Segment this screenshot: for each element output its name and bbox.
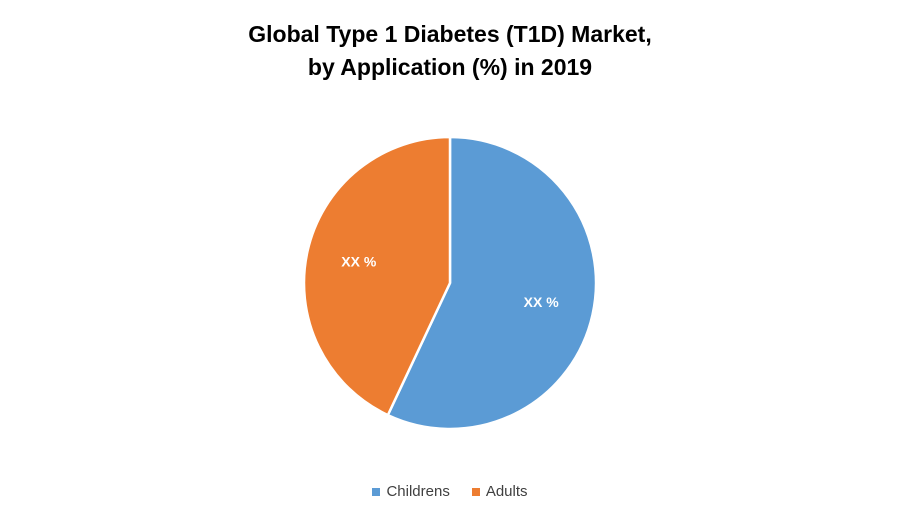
chart-title: Global Type 1 Diabetes (T1D) Market, by … — [0, 18, 900, 84]
legend-item-childrens: Childrens — [372, 483, 450, 500]
data-label-childrens: XX % — [524, 294, 560, 310]
legend-swatch-adults — [471, 487, 480, 496]
data-label-adults: XX % — [341, 253, 377, 269]
chart-title-line-2: by Application (%) in 2019 — [307, 54, 593, 80]
legend-label-adults: Adults — [485, 483, 528, 500]
legend: Childrens Adults — [0, 483, 900, 500]
pie-slice-childrens — [386, 135, 598, 431]
pie-slice-adults — [302, 135, 452, 417]
chart-title-line-1: Global Type 1 Diabetes (T1D) Market, — [248, 21, 652, 47]
legend-label-childrens: Childrens — [386, 483, 450, 500]
legend-swatch-childrens — [372, 487, 381, 496]
legend-item-adults: Adults — [471, 483, 528, 500]
